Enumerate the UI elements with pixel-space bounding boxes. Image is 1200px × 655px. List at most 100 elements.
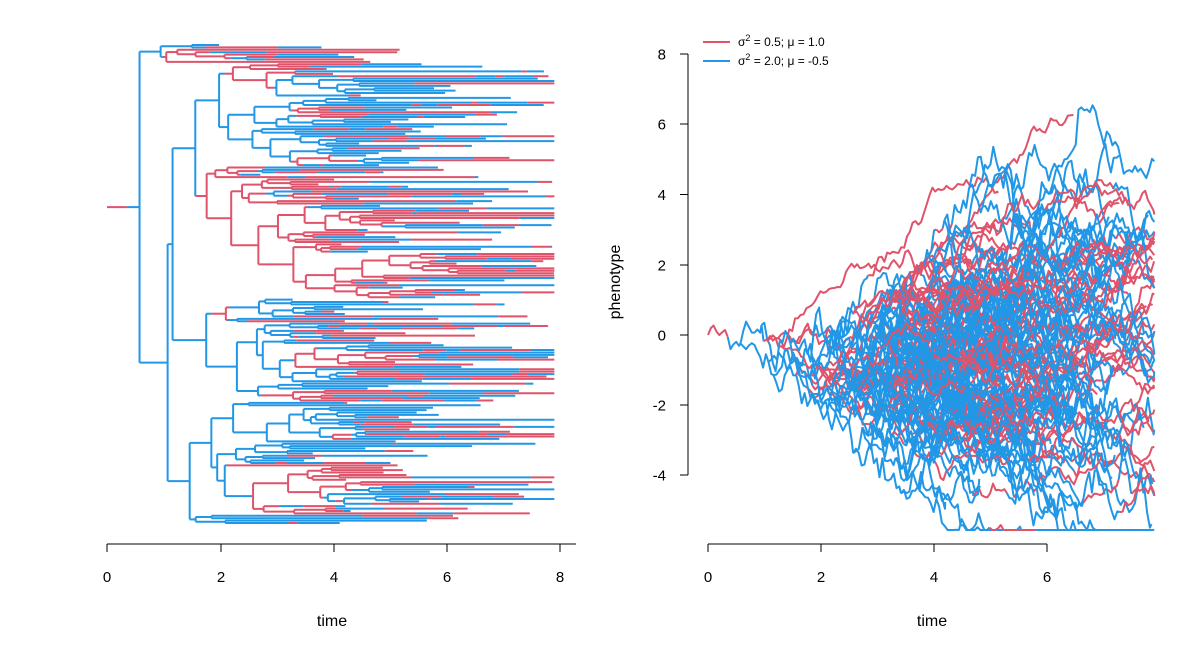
phenotype-trace (886, 312, 987, 425)
pheno-y-axis-title: phenotype (607, 245, 624, 320)
phenotype-trace (879, 273, 905, 314)
tree-x-axis: 0 2 4 6 8 time (103, 543, 576, 630)
phenotype-trace (739, 320, 763, 344)
phenotype-trace (897, 340, 941, 364)
phenotype-trace (1023, 365, 1114, 426)
phenotype-trace (772, 365, 798, 393)
pheno-y-axis: 8 6 4 2 0 -2 -4 phenotype (607, 47, 689, 485)
phenotype-trace (1034, 396, 1040, 401)
phenotype-trace (1130, 339, 1156, 355)
phenotype-trace (901, 292, 990, 399)
tree-panel: 0 2 4 6 8 time (103, 44, 576, 630)
phenotype-trace (994, 319, 1024, 345)
phenotype-trace (852, 312, 855, 315)
legend-label-red: σ2 = 0.5; μ = 1.0 (738, 33, 825, 49)
phenotype-trace (853, 310, 865, 323)
phenotype-trace (943, 422, 949, 433)
tree-x-tick-label: 6 (443, 569, 451, 586)
phenotype-trace (943, 213, 973, 240)
tree-x-tick-label: 0 (103, 569, 111, 586)
phenotype-trace (824, 307, 855, 368)
phenotype-trace (1027, 450, 1060, 463)
pheno-y-tick-label: -4 (653, 468, 666, 485)
phenotype-trace (767, 329, 792, 363)
phenotype-trace (870, 438, 892, 458)
phenotype-trace (935, 216, 1110, 336)
phenotype-trace (1036, 292, 1115, 322)
phenotype-trace (970, 193, 1041, 236)
phenotype-trace (806, 327, 839, 381)
phenotype-trace (811, 390, 1030, 469)
phenotype-trace (861, 421, 897, 467)
phenotype-trace (935, 272, 986, 327)
phenotype-trace (864, 296, 896, 325)
phenotype-trace (836, 318, 860, 338)
pheno-x-tick-label: 2 (817, 569, 825, 586)
phenotype-trace (824, 329, 1028, 465)
phenotype-trace (1029, 205, 1084, 262)
phenotype-trace (726, 336, 742, 351)
phenotype-trace (921, 305, 1029, 377)
phenotype-trace (924, 380, 967, 397)
phenotype-trace (954, 268, 1040, 358)
pheno-y-tick-label: 0 (658, 328, 666, 345)
phenotype-trace (1092, 238, 1126, 260)
phenotype-trace (739, 342, 770, 369)
phenotype-trace (795, 374, 821, 407)
pheno-y-tick-label: 8 (658, 47, 666, 64)
phenotype-trace (889, 258, 1074, 378)
phenotype-trace (925, 306, 945, 320)
phenotype-trace (826, 385, 829, 388)
phenotype-trace (824, 324, 891, 370)
phenotype-trace (850, 380, 906, 447)
phenotype-trace (960, 433, 997, 454)
phenotype-trace (921, 314, 934, 337)
phenotype-trace (989, 266, 1030, 301)
phenotype-trace (1081, 478, 1120, 505)
phenotype-trace (1117, 440, 1153, 529)
phenotype-trace (920, 405, 981, 493)
phenotype-trace (1030, 255, 1156, 347)
phenotype-trace (1001, 275, 1043, 290)
tree-branches (107, 44, 555, 524)
phenotype-trace (912, 288, 941, 302)
pheno-x-axis: 0 2 4 6 time (704, 543, 1051, 630)
phenotype-trace (988, 385, 1033, 408)
phenotype-trace (912, 292, 947, 312)
pheno-x-tick-label: 4 (930, 569, 938, 586)
phenotype-trace (789, 337, 814, 357)
phenotype-trace (927, 145, 1047, 270)
phenotype-trace (707, 324, 729, 338)
phenotype-trace (984, 278, 1069, 314)
phenotype-trace (893, 261, 1018, 312)
phenotype-trace (910, 353, 918, 371)
phenotype-trace (1013, 253, 1021, 267)
phenotype-trace (1126, 335, 1155, 364)
phenotype-trace (938, 279, 1013, 317)
phenotype-trace (948, 114, 1074, 242)
phenotype-trace (835, 347, 848, 381)
phenotype-trace (848, 295, 876, 350)
phenogram-panel: 0 2 4 6 time 8 6 4 2 0 -2 -4 phenotype (607, 33, 1156, 630)
pheno-x-axis-title: time (917, 613, 947, 630)
phenotype-trace (944, 299, 952, 309)
phenotype-trace (1112, 182, 1149, 239)
phenotype-trace (935, 498, 991, 531)
phenotype-trace (1039, 184, 1114, 248)
phenotype-trace (893, 300, 902, 306)
phenotype-trace (900, 485, 921, 500)
phenotype-trace (852, 289, 890, 314)
phenotype-trace (1136, 303, 1154, 315)
phenotype-trace (965, 449, 1014, 466)
phenotype-trace (1044, 188, 1120, 218)
phenotype-trace (904, 403, 947, 510)
phenotype-trace (773, 349, 808, 378)
pheno-y-tick-label: 6 (658, 117, 666, 134)
phenotype-trace (795, 356, 814, 399)
phenotype-trace (918, 489, 938, 513)
tree-x-tick-label: 2 (217, 569, 225, 586)
phenotype-trace (893, 292, 927, 321)
phenotype-trace (989, 268, 1021, 318)
phenotype-trace (1119, 484, 1156, 514)
